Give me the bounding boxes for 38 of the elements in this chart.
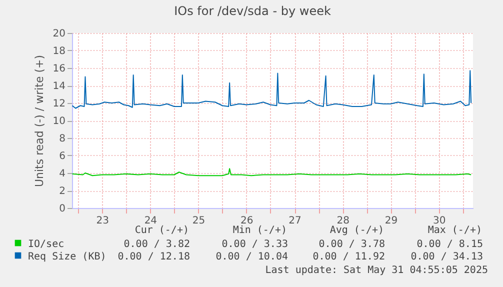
text: 0.00 / 3.82: [124, 239, 190, 250]
x-tick-label: 29: [384, 216, 398, 226]
y-tick-label: 8: [59, 134, 66, 144]
x-tick-label: 30: [432, 216, 446, 226]
line-series: [72, 70, 472, 109]
x-tick-label: 28: [336, 216, 350, 226]
text: Avg (-/+): [330, 225, 384, 236]
x-tick-label: 24: [144, 216, 158, 226]
y-tick-label: 2: [59, 186, 66, 197]
x-tick-label: 23: [96, 216, 109, 226]
text: Last update: Sat May 31 04:55:05 2025: [265, 265, 488, 276]
x-tick-label: 27: [288, 216, 302, 226]
text: 0.00 / 3.33: [222, 239, 288, 250]
chart-title: IOs for /dev/sda - by week: [174, 4, 331, 18]
text: 0.00 / 34.13: [410, 252, 483, 262]
y-axis-title: Units read (-) / write (+): [32, 54, 46, 188]
x-tick-label: 25: [192, 216, 206, 226]
y-tick-label: 4: [59, 168, 66, 180]
x-tick-label: 26: [240, 216, 254, 226]
y-tick-label: 6: [59, 151, 66, 162]
text: 0.00 / 11.92: [312, 252, 385, 262]
text: 0.00 / 8.15: [416, 239, 483, 250]
line-series: [72, 168, 472, 176]
y-tick-label: 16: [52, 64, 66, 74]
text: Min (-/+): [232, 225, 287, 236]
y-tick-label: 10: [52, 116, 66, 127]
text: 0.00 / 10.04: [216, 252, 288, 262]
text: 0.00 / 12.18: [118, 252, 190, 262]
text: Max (-/+): [428, 225, 482, 236]
y-tick-label: 0: [59, 204, 66, 214]
y-tick-label: 18: [52, 46, 66, 57]
text: 0.00 / 3.78: [318, 239, 385, 250]
legend-label: Req Size (KB): [28, 252, 106, 262]
y-tick-label: 20: [52, 28, 66, 40]
y-tick-label: 14: [52, 81, 66, 92]
text: Cur (-/+): [134, 225, 189, 236]
y-tick-label: 12: [52, 98, 66, 110]
legend-label: IO/sec: [28, 239, 64, 250]
